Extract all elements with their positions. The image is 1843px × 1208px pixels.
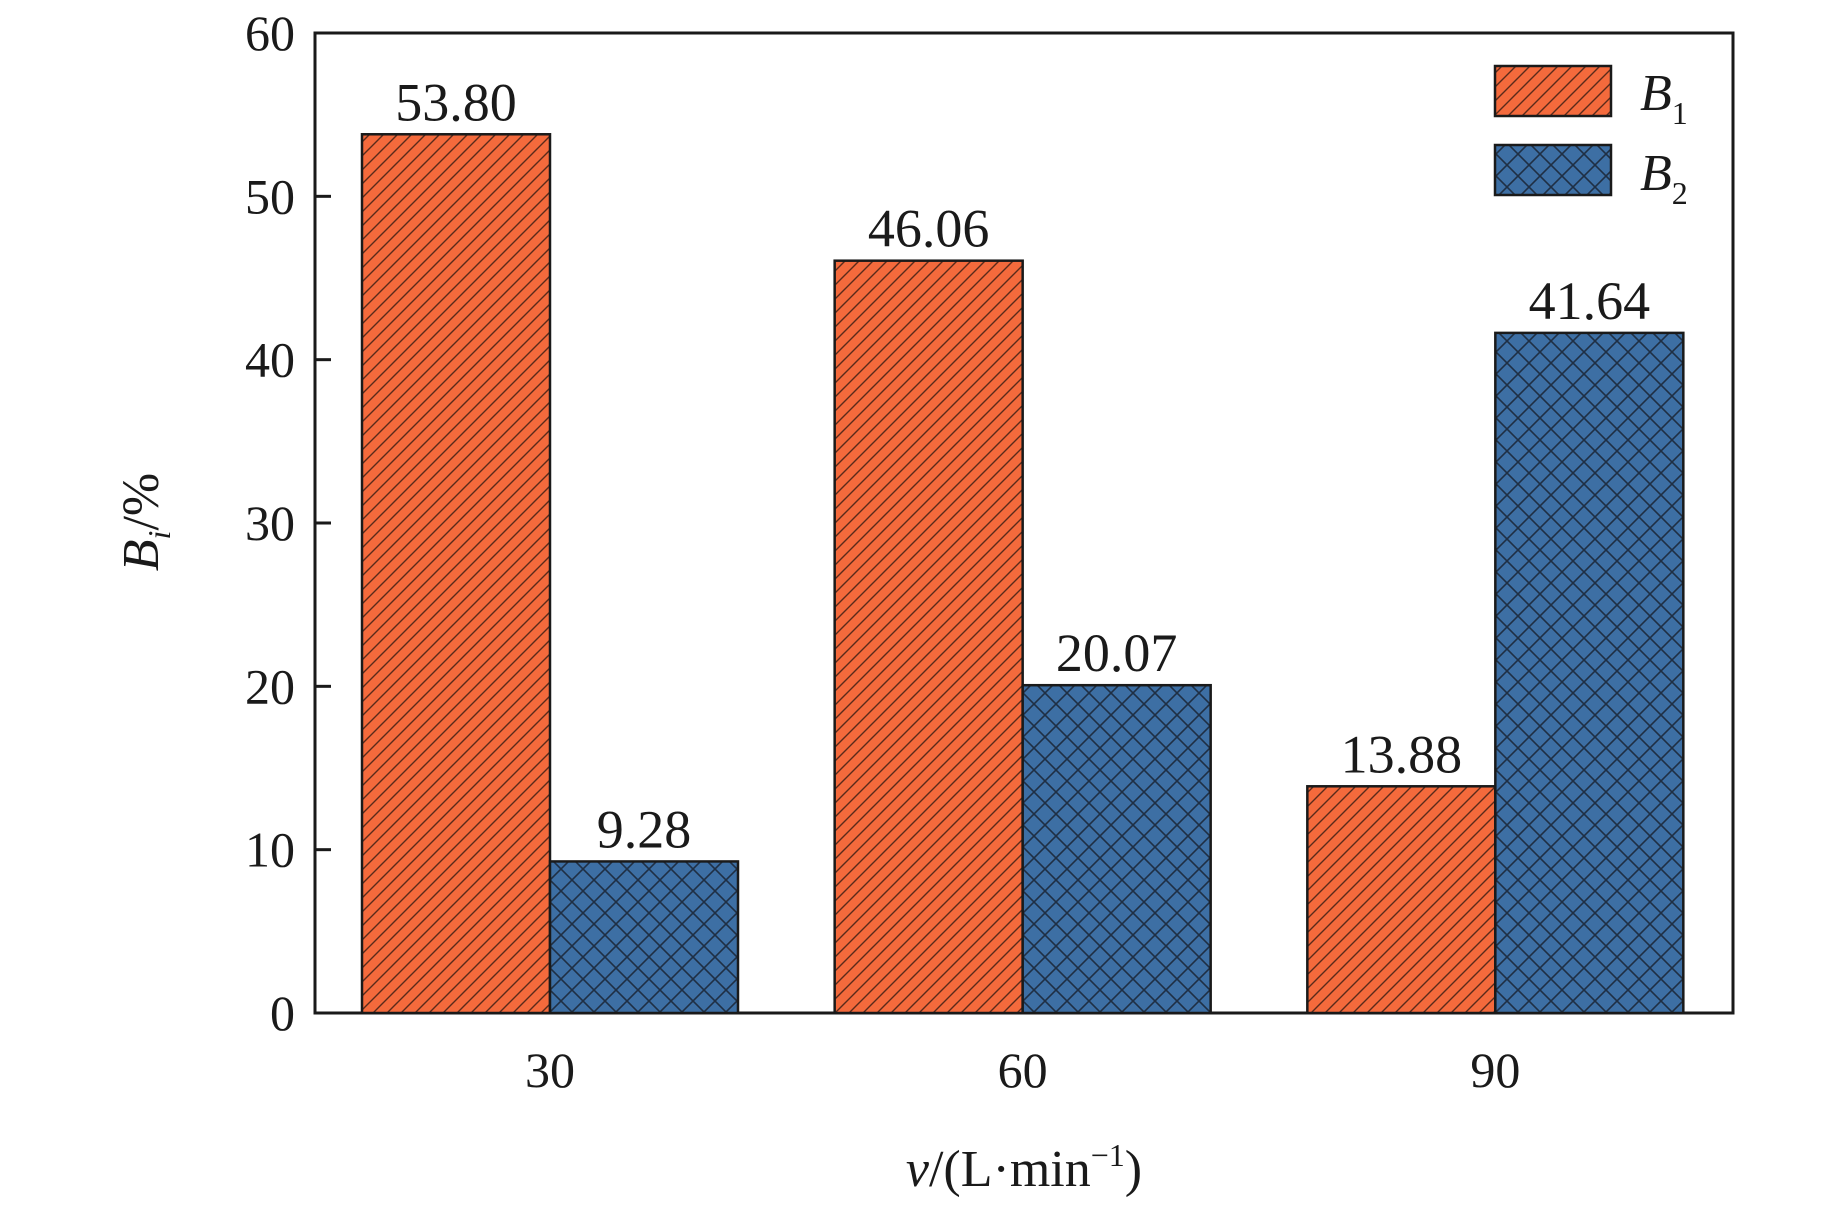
y-tick-label: 50	[245, 168, 295, 224]
bars-group	[360, 133, 1685, 1015]
legend-label-b1: B1	[1640, 65, 1688, 131]
bar-b1-30	[360, 133, 552, 1015]
bar-b1-90	[1306, 785, 1497, 1015]
bar-b2-90	[1494, 331, 1685, 1015]
x-axis-title: v/(L·min−1)	[906, 1137, 1142, 1198]
x-tick-label: 90	[1470, 1042, 1520, 1098]
legend-swatch-b2	[1493, 143, 1613, 197]
y-tick-label: 20	[245, 658, 295, 714]
y-tick-label: 60	[245, 5, 295, 61]
legend: B1 B2	[1493, 64, 1688, 211]
bar-b2-60	[1021, 683, 1212, 1015]
value-labels-group: 53.80 9.28 46.06 20.07 13.88 41.64	[395, 72, 1650, 859]
bar-b1-60	[833, 259, 1024, 1015]
bar-b2-30	[548, 860, 740, 1015]
y-axis-title: Bi/%	[113, 473, 177, 571]
y-tick-label: 0	[270, 985, 295, 1041]
x-tick-label: 30	[525, 1042, 575, 1098]
value-label-b1-60: 46.06	[868, 199, 990, 259]
legend-swatch-b1	[1493, 64, 1613, 118]
value-label-b2-60: 20.07	[1056, 623, 1178, 683]
value-label-b2-90: 41.64	[1529, 271, 1651, 331]
x-tick-label: 60	[998, 1042, 1048, 1098]
value-label-b1-90: 13.88	[1341, 724, 1463, 784]
y-tick-label: 10	[245, 822, 295, 878]
y-axis: 0 10 20 30 40 50 60	[245, 5, 331, 1041]
value-label-b2-30: 9.28	[597, 799, 692, 859]
y-tick-label: 30	[245, 495, 295, 551]
legend-label-b2: B2	[1640, 145, 1688, 211]
value-label-b1-30: 53.80	[395, 72, 517, 132]
y-tick-label: 40	[245, 332, 295, 388]
